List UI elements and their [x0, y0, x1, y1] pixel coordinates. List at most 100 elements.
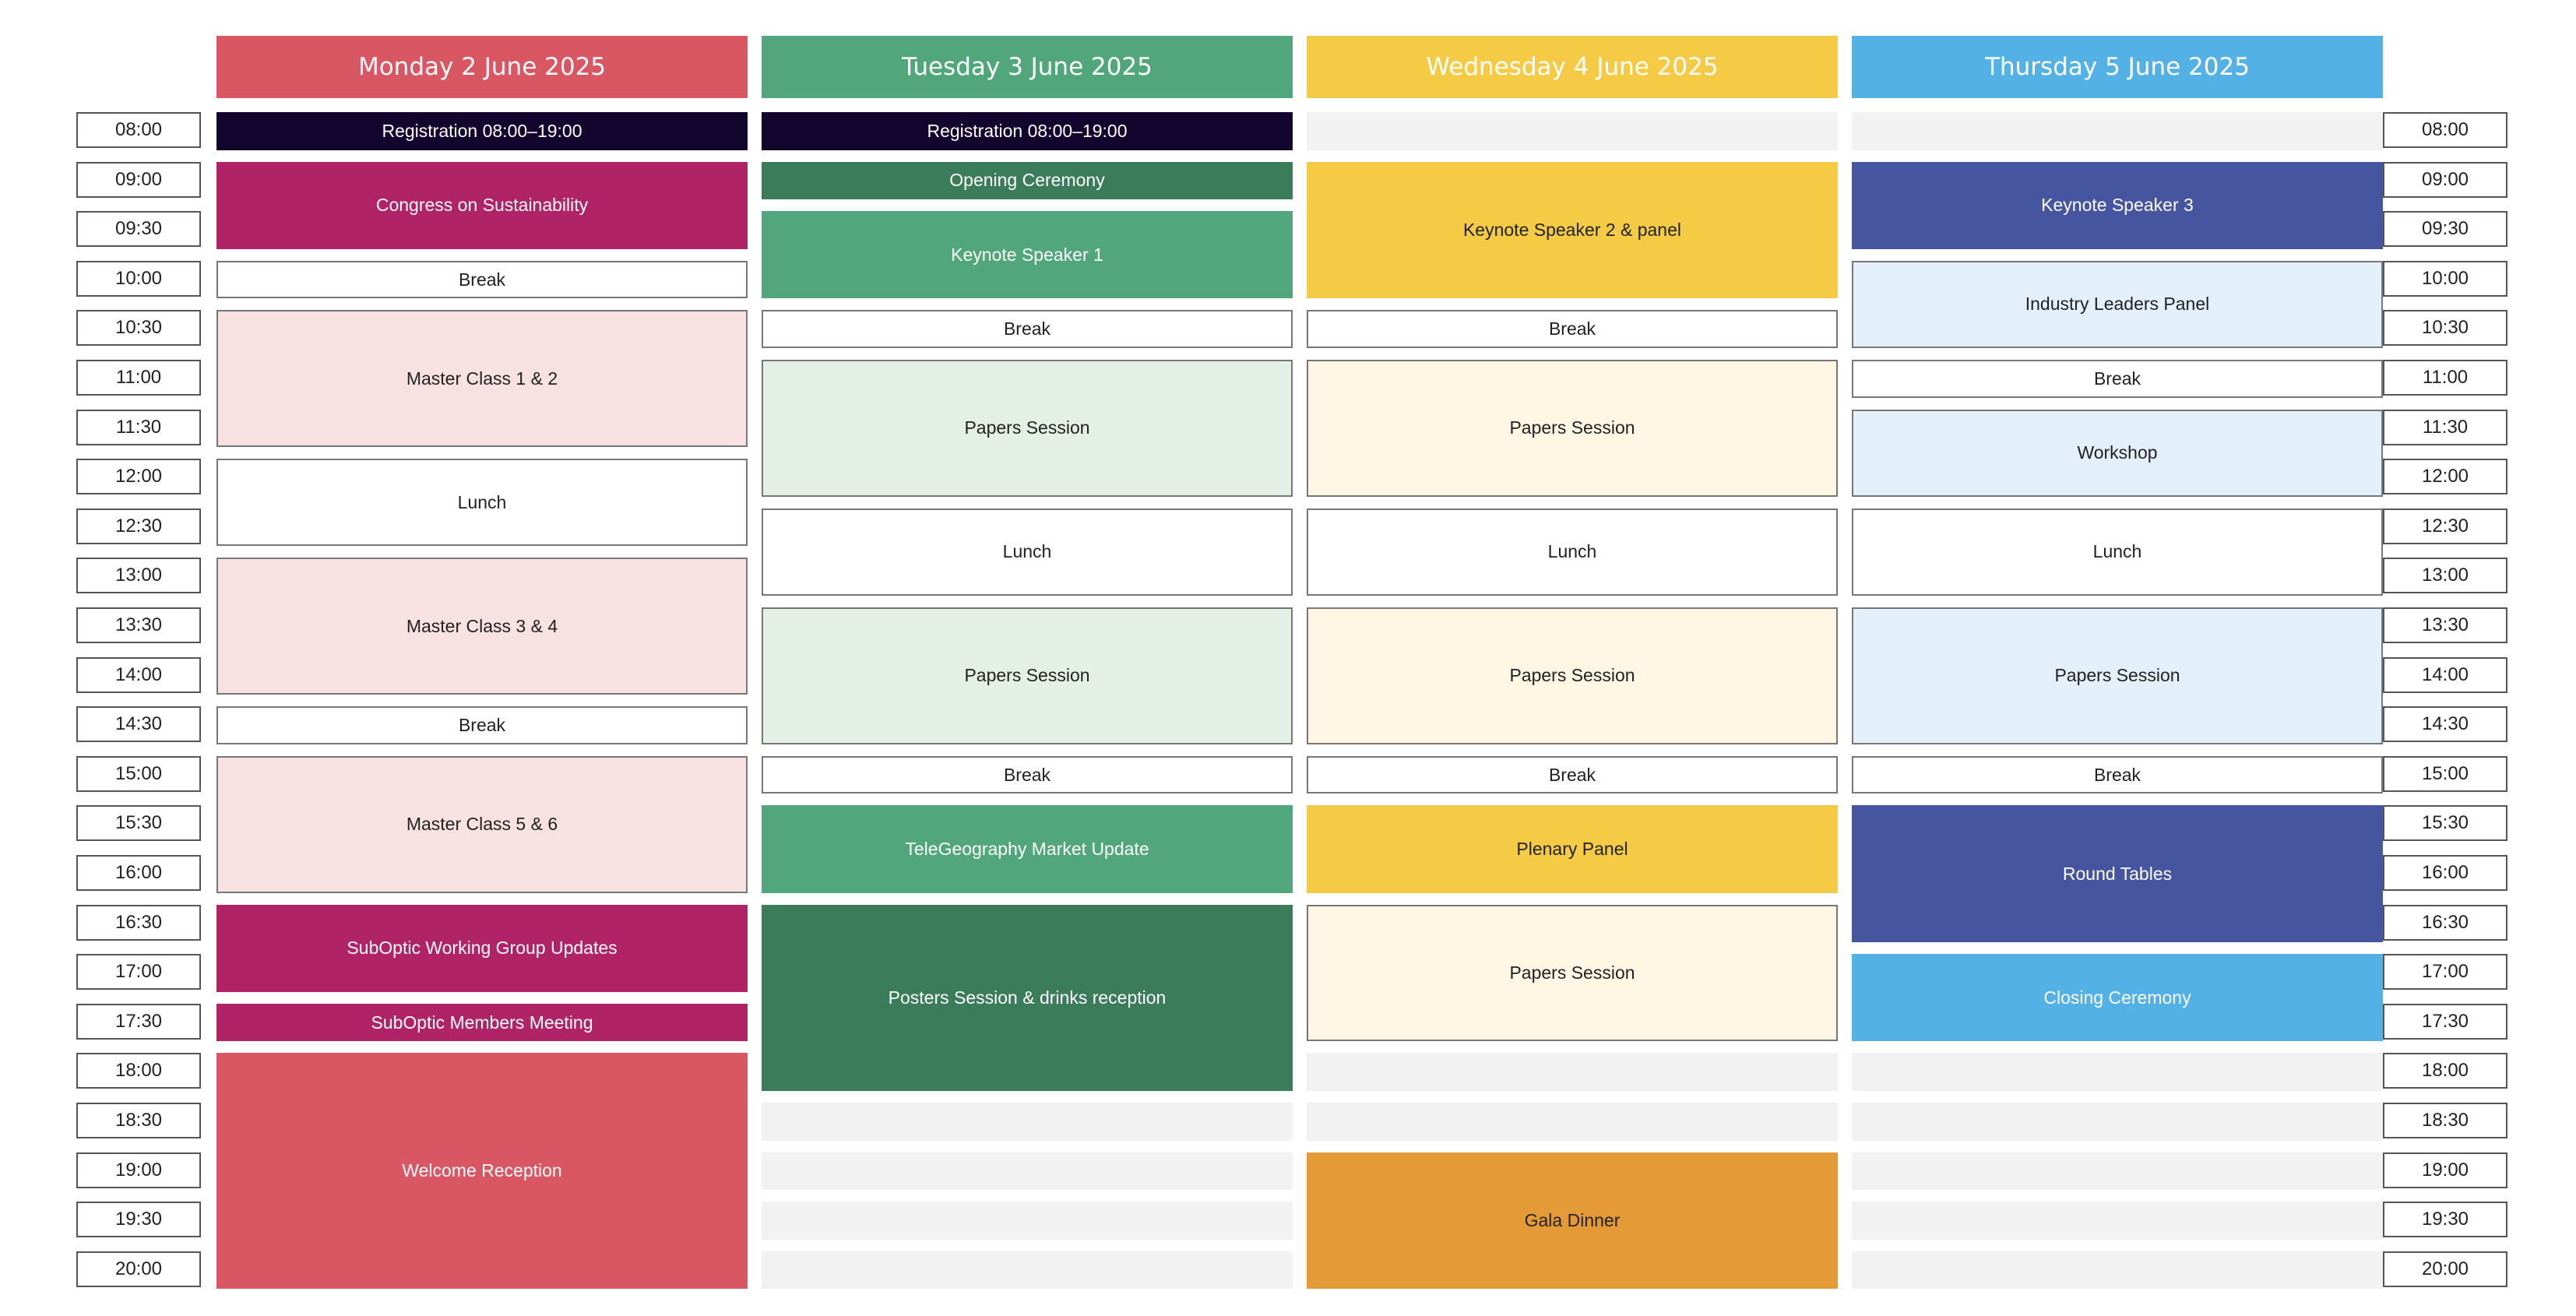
- session-block: Welcome Reception: [216, 1053, 748, 1290]
- time-label-left: 19:00: [76, 1152, 201, 1188]
- time-label-right: 09:00: [2383, 161, 2507, 198]
- session-block: Registration 08:00–19:00: [762, 112, 1293, 150]
- session-block: Break: [762, 755, 1293, 794]
- empty-slot: [1852, 1103, 2383, 1141]
- time-label-left: 10:30: [76, 310, 201, 347]
- time-label-left: 15:30: [76, 805, 201, 842]
- time-label-left: 09:00: [76, 161, 201, 198]
- time-label-left: 18:00: [76, 1053, 201, 1089]
- time-label-right: 19:00: [2383, 1152, 2507, 1188]
- time-label-right: 10:00: [2383, 260, 2507, 297]
- session-block: Posters Session & drinks reception: [762, 904, 1293, 1091]
- session-block: Papers Session: [1852, 607, 2383, 744]
- session-block: Master Class 5 & 6: [216, 755, 748, 893]
- time-label-right: 10:30: [2383, 310, 2507, 347]
- time-label-left: 16:00: [76, 855, 201, 891]
- session-block: Keynote Speaker 1: [762, 211, 1293, 299]
- time-label-right: 14:30: [2383, 706, 2507, 743]
- time-label-right: 08:00: [2383, 112, 2507, 148]
- session-block: Papers Session: [1307, 904, 1838, 1042]
- day-header: Monday 2 June 2025: [216, 36, 748, 98]
- time-label-left: 20:00: [76, 1251, 201, 1287]
- time-label-right: 15:00: [2383, 755, 2507, 792]
- time-label-right: 16:00: [2383, 855, 2507, 891]
- time-label-right: 12:30: [2383, 508, 2507, 544]
- time-label-right: 12:00: [2383, 459, 2507, 495]
- session-block: SubOptic Members Meeting: [216, 1003, 748, 1042]
- empty-slot: [1852, 1251, 2383, 1290]
- time-label-left: 19:30: [76, 1202, 201, 1238]
- time-label-right: 13:30: [2383, 607, 2507, 643]
- empty-slot: [1852, 1053, 2383, 1091]
- time-label-right: 18:00: [2383, 1053, 2507, 1089]
- session-block: Congress on Sustainability: [216, 161, 748, 249]
- empty-slot: [1307, 112, 1838, 150]
- session-block: TeleGeography Market Update: [762, 805, 1293, 893]
- empty-slot: [762, 1103, 1293, 1141]
- session-block: Break: [216, 260, 748, 299]
- empty-slot: [1852, 1152, 2383, 1191]
- empty-slot: [762, 1202, 1293, 1240]
- time-label-left: 17:00: [76, 954, 201, 991]
- empty-slot: [762, 1251, 1293, 1290]
- session-block: Closing Ceremony: [1852, 954, 2383, 1042]
- session-block: Break: [1852, 755, 2383, 794]
- time-label-left: 13:00: [76, 558, 201, 594]
- session-block: Papers Session: [1307, 360, 1838, 497]
- time-label-left: 08:00: [76, 112, 201, 148]
- time-label-left: 17:30: [76, 1003, 201, 1040]
- time-label-left: 11:30: [76, 409, 201, 445]
- session-block: Keynote Speaker 2 & panel: [1307, 161, 1838, 299]
- time-label-left: 09:30: [76, 211, 201, 248]
- day-header: Tuesday 3 June 2025: [762, 36, 1293, 98]
- empty-slot: [1307, 1053, 1838, 1091]
- session-block: SubOptic Working Group Updates: [216, 904, 748, 992]
- session-block: Lunch: [1307, 508, 1838, 596]
- time-label-right: 09:30: [2383, 211, 2507, 248]
- empty-slot: [1307, 1103, 1838, 1141]
- empty-slot: [1852, 112, 2383, 150]
- session-block: Papers Session: [762, 360, 1293, 497]
- session-block: Break: [1852, 360, 2383, 398]
- empty-slot: [762, 1152, 1293, 1191]
- time-label-right: 15:30: [2383, 805, 2507, 842]
- time-label-right: 17:00: [2383, 954, 2507, 991]
- session-block: Lunch: [762, 508, 1293, 596]
- session-block: Opening Ceremony: [762, 161, 1293, 200]
- empty-slot: [1852, 1202, 2383, 1240]
- session-block: Papers Session: [1307, 607, 1838, 744]
- time-label-left: 13:30: [76, 607, 201, 643]
- time-label-right: 20:00: [2383, 1251, 2507, 1287]
- time-label-right: 14:00: [2383, 656, 2507, 693]
- time-label-left: 15:00: [76, 755, 201, 792]
- session-block: Registration 08:00–19:00: [216, 112, 748, 150]
- time-label-right: 17:30: [2383, 1003, 2507, 1040]
- session-block: Break: [216, 706, 748, 744]
- time-label-left: 14:30: [76, 706, 201, 743]
- time-label-right: 11:30: [2383, 409, 2507, 445]
- session-block: Industry Leaders Panel: [1852, 260, 2383, 348]
- session-block: Break: [1307, 755, 1838, 794]
- session-block: Gala Dinner: [1307, 1152, 1838, 1290]
- session-block: Papers Session: [762, 607, 1293, 744]
- time-label-right: 11:00: [2383, 360, 2507, 396]
- session-block: Lunch: [1852, 508, 2383, 596]
- time-label-right: 13:00: [2383, 558, 2507, 594]
- day-header: Wednesday 4 June 2025: [1307, 36, 1838, 98]
- time-label-left: 11:00: [76, 360, 201, 396]
- time-label-left: 10:00: [76, 260, 201, 297]
- day-header: Thursday 5 June 2025: [1852, 36, 2383, 98]
- time-label-left: 16:30: [76, 904, 201, 941]
- session-block: Break: [762, 310, 1293, 348]
- session-block: Break: [1307, 310, 1838, 348]
- time-label-left: 14:00: [76, 656, 201, 693]
- time-label-left: 12:30: [76, 508, 201, 544]
- time-label-left: 12:00: [76, 459, 201, 495]
- session-block: Master Class 1 & 2: [216, 310, 748, 448]
- session-block: Round Tables: [1852, 805, 2383, 943]
- session-block: Workshop: [1852, 409, 2383, 497]
- time-label-right: 16:30: [2383, 904, 2507, 941]
- time-label-right: 19:30: [2383, 1202, 2507, 1238]
- session-block: Keynote Speaker 3: [1852, 161, 2383, 249]
- session-block: Plenary Panel: [1307, 805, 1838, 893]
